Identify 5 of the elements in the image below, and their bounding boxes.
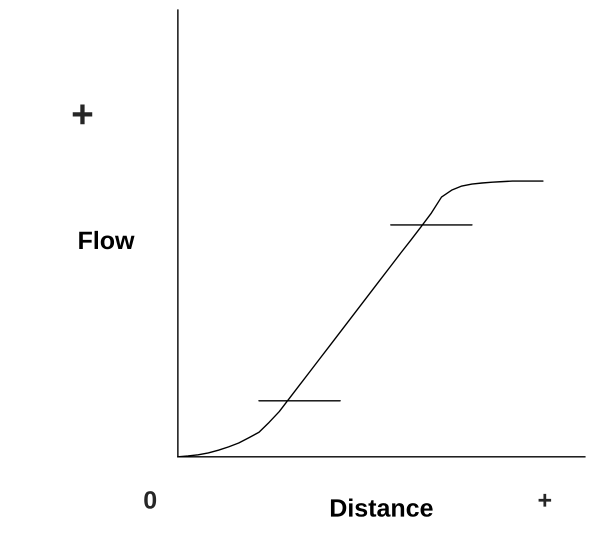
text: + xyxy=(72,104,92,124)
x-axis-title: Distance xyxy=(330,498,433,517)
y-axis-title: Flow xyxy=(79,230,135,250)
text: 0 xyxy=(144,491,156,509)
text: + xyxy=(538,494,552,507)
